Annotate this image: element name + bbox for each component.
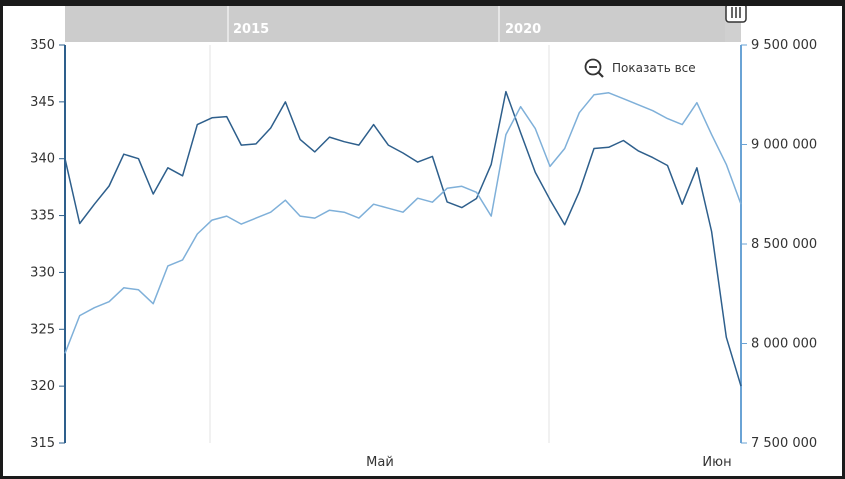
left-tick-label: 345 (30, 95, 55, 110)
left-tick-label: 340 (30, 152, 55, 167)
navigator[interactable]: 2015 2020 (65, 6, 741, 42)
reset-zoom-button[interactable]: Показать все (584, 58, 696, 78)
navigator-label-2015: 2015 (233, 22, 269, 37)
right-tick-label: 7 500 000 (751, 436, 817, 451)
x-tick-label: Май (366, 455, 394, 470)
right-tick-label: 8 000 000 (751, 337, 817, 352)
left-tick-label: 350 (30, 38, 55, 53)
reset-zoom-label: Показать все (612, 61, 696, 75)
right-tick-label: 9 500 000 (751, 38, 817, 53)
left-axis: 350 345 340 335 330 325 320 315 (30, 38, 65, 451)
zoom-out-icon (584, 58, 604, 78)
drag-handle-icon[interactable] (725, 6, 747, 23)
series-line-right-axis (64, 92, 742, 354)
series-layer (64, 90, 742, 387)
left-tick-label: 330 (30, 265, 55, 280)
right-tick-label: 8 500 000 (751, 237, 817, 252)
right-tick-label: 9 000 000 (751, 138, 817, 153)
left-tick-label: 335 (30, 209, 55, 224)
left-tick-label: 315 (30, 436, 55, 451)
x-axis: Май Июн (366, 455, 731, 470)
series-line-left-axis (64, 90, 742, 387)
left-tick-label: 320 (30, 379, 55, 394)
right-axis: 9 500 000 9 000 000 8 500 000 8 000 000 7 50… (741, 38, 817, 451)
x-tick-label: Июн (702, 455, 731, 470)
navigator-label-2020: 2020 (505, 22, 541, 37)
navigator-selection[interactable] (65, 6, 725, 42)
stock-chart: 2015 2020 350 345 340 335 330 325 320 315 9 500… (30, 6, 817, 470)
grid (209, 45, 550, 443)
left-tick-label: 325 (30, 322, 55, 337)
plot-area (65, 45, 741, 443)
